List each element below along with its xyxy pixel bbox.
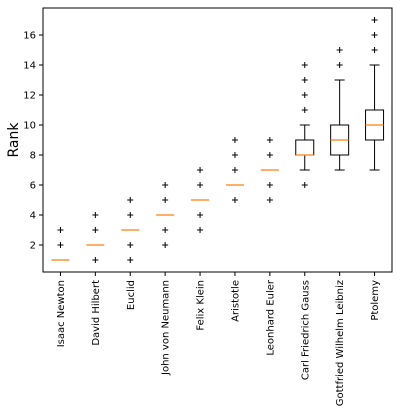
outlier-marker xyxy=(162,242,169,248)
outlier-marker xyxy=(266,197,273,203)
outlier-marker xyxy=(162,227,169,233)
x-axis: Isaac Newton David Hilbert Euclid John von … xyxy=(56,272,381,406)
y-tick-label: 6 xyxy=(30,181,36,192)
y-tick-label: 2 xyxy=(30,241,36,252)
box-item xyxy=(260,137,279,203)
x-tick-label: Isaac Newton xyxy=(56,280,67,347)
box-item xyxy=(51,227,70,261)
box-item xyxy=(86,212,105,263)
outlier-marker xyxy=(127,197,134,203)
plot-frame xyxy=(42,7,393,273)
x-tick-label: Aristotle xyxy=(230,280,241,322)
outlier-marker xyxy=(57,242,64,248)
box-item xyxy=(225,137,244,203)
box-item xyxy=(191,167,210,233)
outlier-marker xyxy=(371,17,378,23)
outlier-marker xyxy=(197,227,204,233)
outlier-marker xyxy=(127,212,134,218)
y-tick-label: 10 xyxy=(23,121,36,132)
y-tick-label: 12 xyxy=(23,91,36,102)
outlier-marker xyxy=(266,137,273,143)
box-item xyxy=(295,62,315,188)
y-tick-label: 16 xyxy=(23,31,36,42)
outlier-marker xyxy=(301,62,308,68)
outlier-marker xyxy=(92,212,99,218)
outlier-marker xyxy=(92,227,99,233)
outlier-marker xyxy=(336,62,343,68)
y-tick-label: 4 xyxy=(30,211,36,222)
outlier-marker xyxy=(92,257,99,263)
outlier-marker xyxy=(371,32,378,38)
x-tick-label: Euclid xyxy=(126,280,137,310)
outlier-marker xyxy=(231,167,238,173)
outlier-marker xyxy=(127,257,134,263)
outlier-marker xyxy=(231,137,238,143)
y-tick-label: 8 xyxy=(30,151,36,162)
outlier-marker xyxy=(162,182,169,188)
outlier-marker xyxy=(301,107,308,113)
outlier-marker xyxy=(127,242,134,248)
x-tick-label: David Hilbert xyxy=(91,280,102,346)
box-item xyxy=(156,182,175,248)
x-tick-label: Felix Klein xyxy=(196,280,207,331)
outlier-marker xyxy=(162,197,169,203)
outlier-marker xyxy=(231,152,238,158)
outlier-marker xyxy=(371,47,378,53)
outlier-marker xyxy=(301,182,308,188)
outlier-marker xyxy=(197,182,204,188)
outlier-marker xyxy=(266,182,273,188)
outlier-marker xyxy=(197,212,204,218)
outlier-marker xyxy=(336,47,343,53)
x-tick-label: Ptolemy xyxy=(370,280,381,321)
outlier-marker xyxy=(266,152,273,158)
boxes-group xyxy=(51,17,385,263)
x-tick-label: Carl Friedrich Gauss xyxy=(300,280,311,380)
y-axis-title: Rank xyxy=(6,122,22,158)
box-item xyxy=(330,47,350,171)
outlier-marker xyxy=(57,227,64,233)
y-tick-label: 14 xyxy=(23,61,36,72)
outlier-marker xyxy=(301,92,308,98)
y-axis: 2 4 6 8 10 12 14 16 xyxy=(23,31,43,252)
x-tick-label: John von Neumann xyxy=(161,280,172,376)
x-tick-label: Gottfried Wilhelm Leibniz xyxy=(335,280,346,406)
outlier-marker xyxy=(197,167,204,173)
box-item xyxy=(365,17,385,171)
box-item xyxy=(121,197,140,263)
x-tick-label: Leonhard Euler xyxy=(265,279,276,356)
outlier-marker xyxy=(231,197,238,203)
outlier-marker xyxy=(301,77,308,83)
